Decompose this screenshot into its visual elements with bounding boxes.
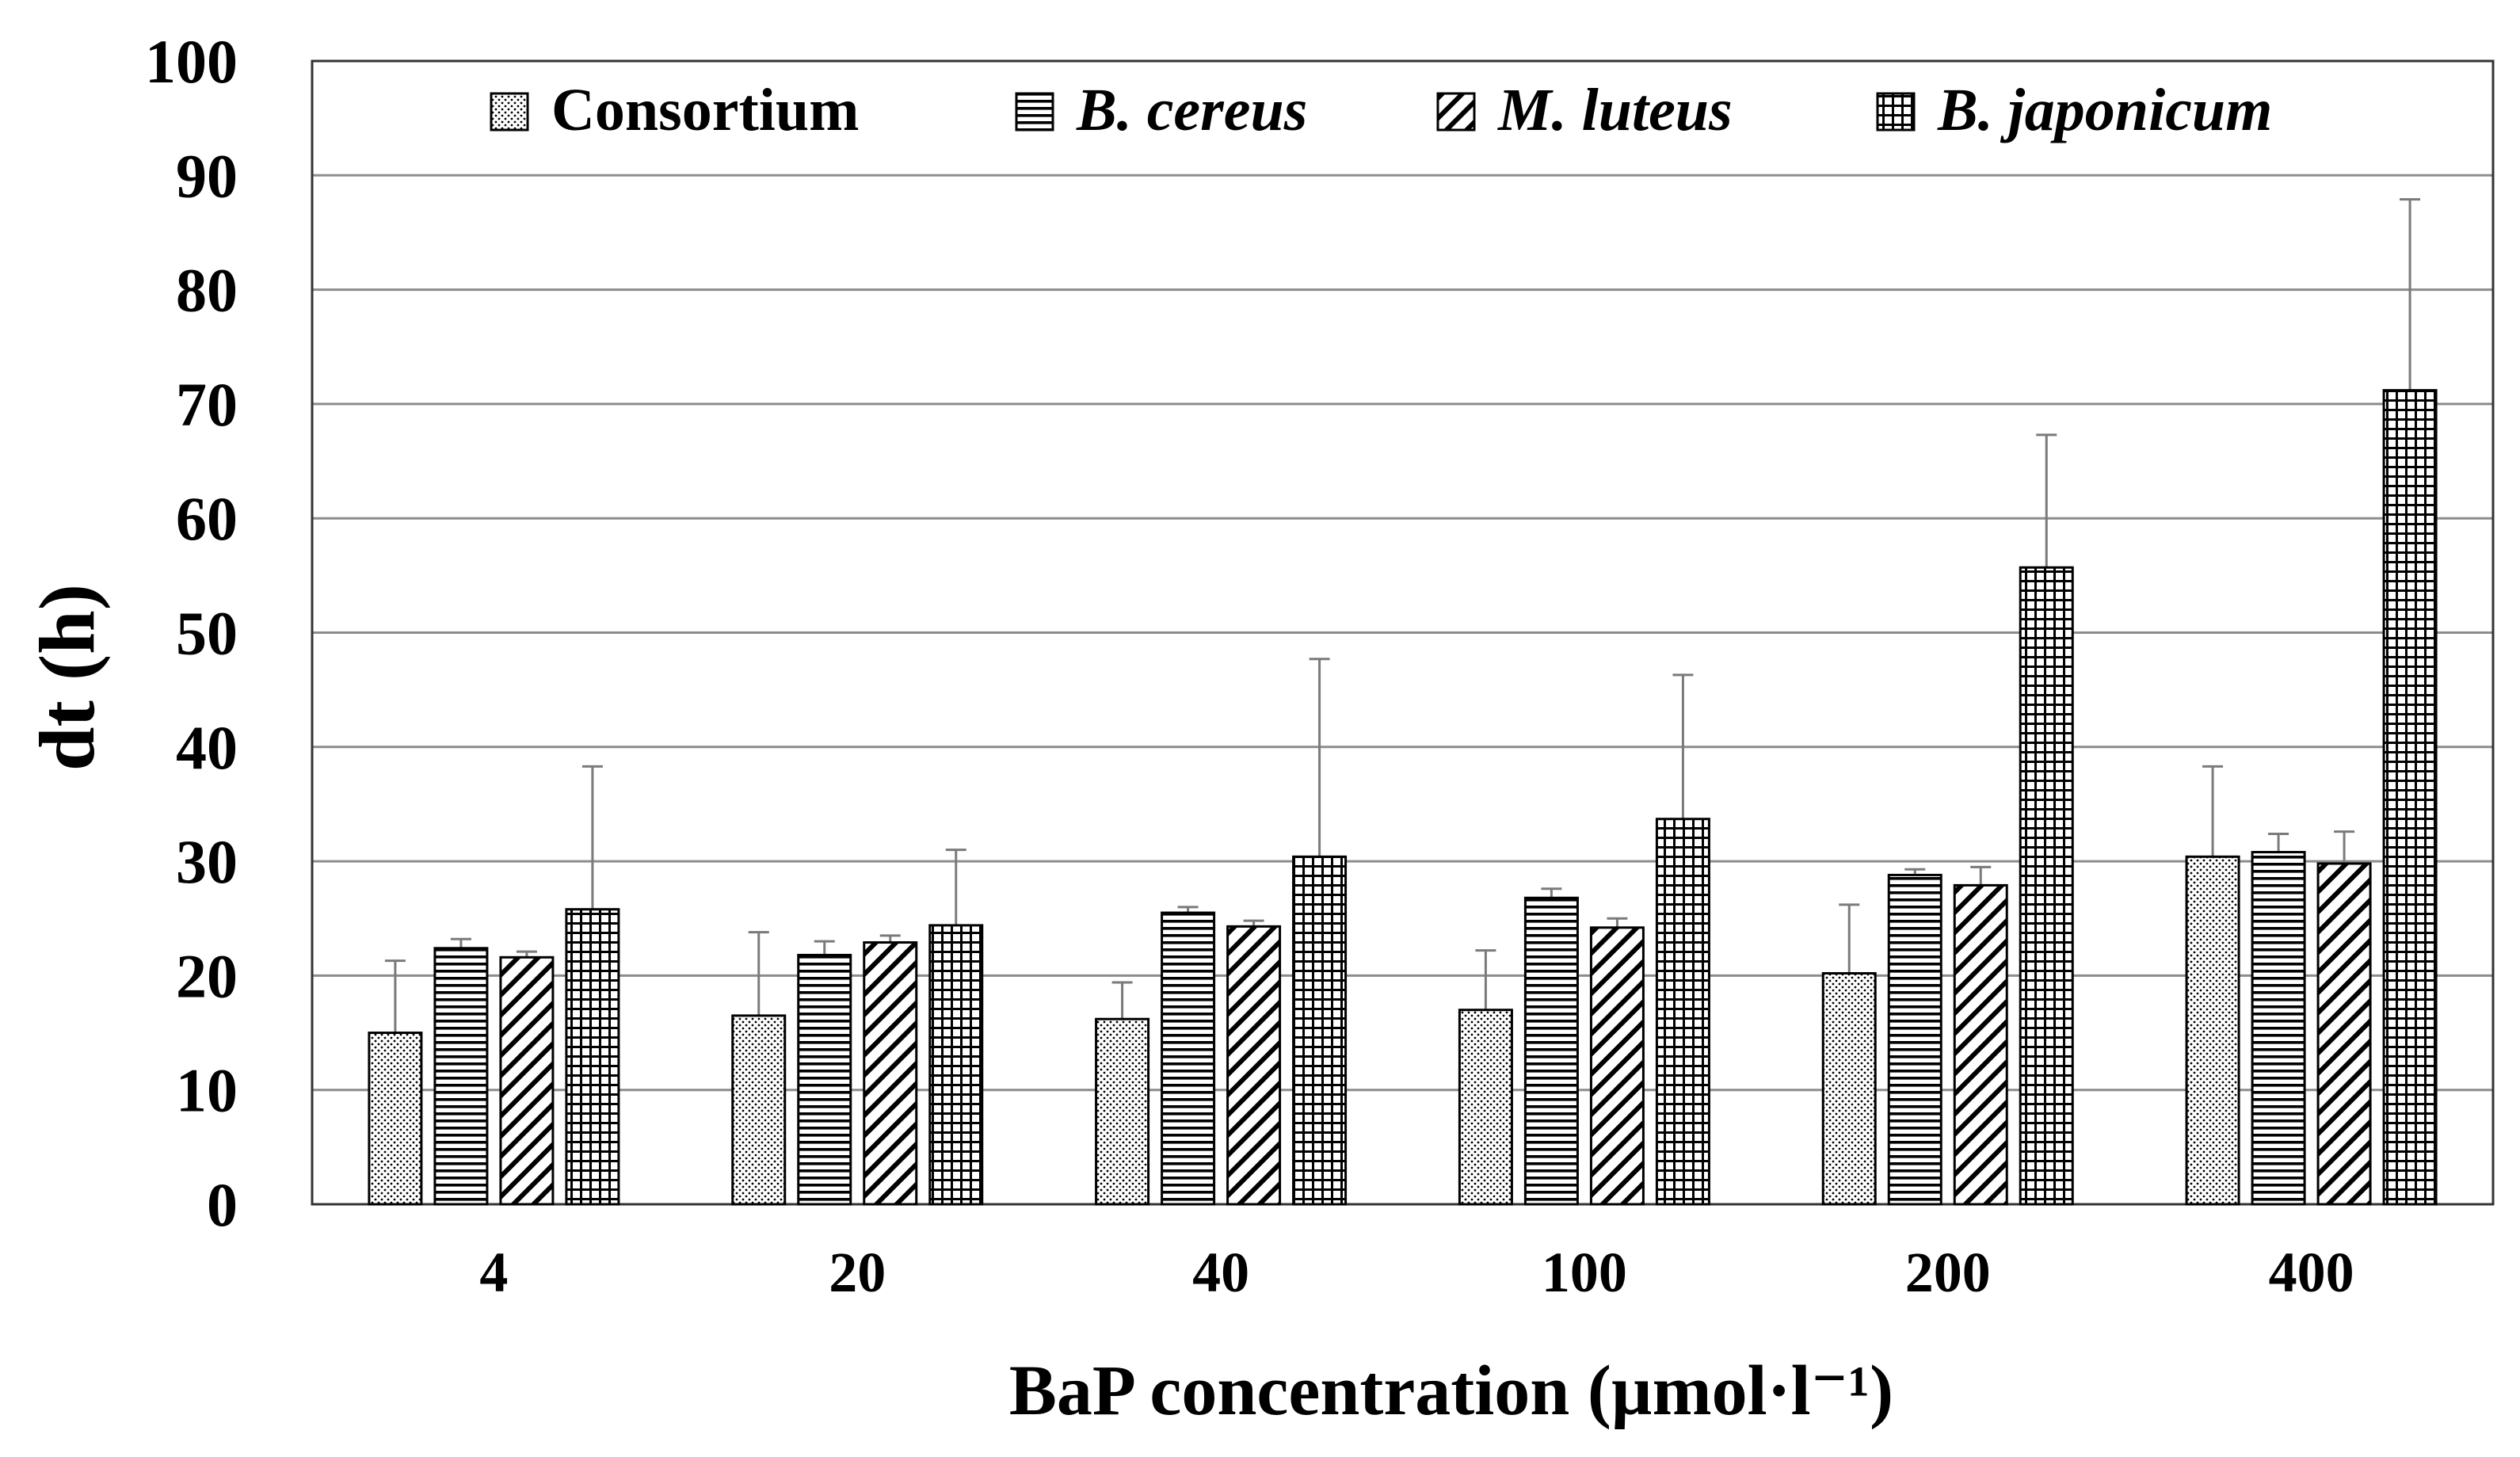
- legend-label: M. luteus: [1497, 77, 1733, 143]
- legend-label: B. cereus: [1076, 77, 1307, 143]
- bar-dots-4: [368, 1032, 423, 1206]
- bar-dots-20: [731, 1014, 787, 1206]
- legend-swatch-horizontal-lines: [1015, 92, 1054, 132]
- bar-diagonal-lines-40: [1226, 925, 1282, 1206]
- x-axis-title: BaP concentration (µmol·l⁻¹): [1009, 1352, 1893, 1430]
- y-tick-label: 40: [176, 713, 238, 782]
- x-tick-label: 100: [1542, 1241, 1627, 1304]
- plot-area-border: [311, 59, 2495, 1206]
- bar-dots-40: [1095, 1017, 1150, 1206]
- bar-diagonal-lines-400: [2316, 862, 2372, 1206]
- legend: Consortium B. cereus M. luteus B. japonicum: [490, 77, 2272, 143]
- y-tick-label: 70: [176, 370, 238, 439]
- bar-grid-20: [928, 924, 984, 1206]
- legend-swatch-diagonal-lines: [1436, 92, 1476, 132]
- legend-swatch-dots: [490, 92, 529, 132]
- bars: [368, 389, 2438, 1206]
- bar-dots-400: [2185, 855, 2240, 1206]
- y-tick-label: 100: [145, 27, 238, 96]
- bar-grid-100: [1655, 818, 1710, 1206]
- bar-diagonal-lines-100: [1589, 926, 1645, 1206]
- bar-diagonal-lines-20: [863, 941, 918, 1206]
- bar-grid-400: [2382, 389, 2438, 1206]
- y-tick-label: 90: [176, 141, 238, 210]
- x-tick-label: 20: [829, 1241, 886, 1304]
- x-tick-label: 200: [1905, 1241, 1991, 1304]
- bar-horizontal-lines-400: [2251, 851, 2306, 1206]
- x-tick-label: 40: [1192, 1241, 1249, 1304]
- bar-grid-4: [565, 908, 620, 1206]
- y-tick-label: 50: [176, 599, 238, 668]
- x-tick-label: 4: [479, 1241, 508, 1304]
- bar-horizontal-lines-4: [433, 947, 489, 1206]
- bar-horizontal-lines-200: [1887, 873, 1942, 1206]
- bar-diagonal-lines-200: [1953, 883, 2008, 1206]
- x-axis-ticks: 4 20 40 100 200 400: [479, 1241, 2354, 1304]
- y-axis-ticks: 0 10 20 30 40 50 60 70 80 90 100: [145, 27, 238, 1239]
- y-tick-label: 0: [207, 1170, 238, 1239]
- y-tick-label: 20: [176, 941, 238, 1010]
- y-tick-label: 30: [176, 827, 238, 896]
- legend-swatch-grid: [1876, 92, 1916, 132]
- bar-grid-40: [1292, 855, 1348, 1206]
- legend-label: Consortium: [551, 77, 859, 143]
- bar-horizontal-lines-40: [1161, 911, 1216, 1206]
- bar-horizontal-lines-20: [797, 953, 852, 1206]
- bar-grid-200: [2019, 566, 2074, 1206]
- gridlines: [312, 59, 2493, 1206]
- y-tick-label: 60: [176, 484, 238, 553]
- y-axis-title: dt (h): [23, 584, 111, 771]
- bar-horizontal-lines-100: [1523, 896, 1579, 1206]
- y-tick-label: 80: [176, 256, 238, 325]
- bar-diagonal-lines-4: [499, 955, 555, 1206]
- y-tick-label: 10: [176, 1056, 238, 1125]
- error-bars: [384, 198, 2421, 1033]
- legend-label: B. japonicum: [1937, 77, 2272, 143]
- x-tick-label: 400: [2269, 1241, 2354, 1304]
- bar-dots-200: [1821, 972, 1877, 1206]
- bar-dots-100: [1458, 1009, 1513, 1206]
